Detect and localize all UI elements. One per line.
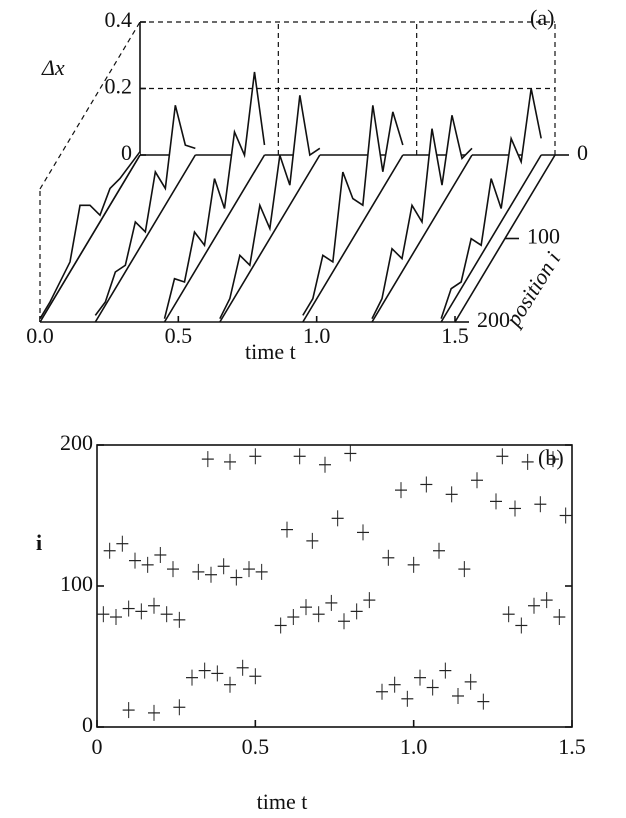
box-edge — [39, 21, 141, 190]
slice-base — [39, 154, 141, 323]
slice-base — [163, 154, 266, 323]
slice-base — [219, 154, 321, 323]
y-tick-label: 0 — [82, 712, 93, 737]
slice-fill — [95, 105, 196, 323]
x-tick-label: 0 — [92, 734, 103, 759]
x-axis-label: time t — [257, 789, 308, 814]
slice-base — [302, 154, 404, 323]
slice-fill — [372, 115, 472, 322]
y-axis-label: Δx — [41, 55, 65, 80]
slice-base — [371, 154, 473, 323]
x-tick-label: 0.5 — [165, 323, 193, 348]
panel-label: (b) — [538, 445, 564, 470]
slice-line — [94, 105, 196, 316]
x-tick-label: 1.5 — [441, 323, 469, 348]
y-tick-label: 100 — [60, 571, 93, 596]
y-tick-label: 0.2 — [105, 74, 133, 99]
x-tick-label: 1.0 — [400, 734, 428, 759]
x-tick-label: 0.0 — [26, 323, 54, 348]
x-tick-label: 1.0 — [303, 323, 331, 348]
slice-fill — [302, 105, 403, 322]
y-axis-label: i — [36, 530, 42, 555]
x-axis-label: time t — [245, 339, 296, 364]
slice-line — [163, 71, 266, 319]
panel-label: (a) — [530, 5, 554, 30]
x-tick-label: 1.5 — [558, 734, 586, 759]
slice-base — [94, 154, 197, 323]
y-tick-label: 0.4 — [105, 7, 133, 32]
z-tick-label: 0 — [577, 140, 588, 165]
x-tick-label: 0.5 — [242, 734, 270, 759]
slice-line — [302, 105, 404, 316]
z-tick-label: 200 — [477, 307, 510, 332]
slice-base — [440, 154, 542, 323]
slice-line — [219, 95, 321, 320]
y-tick-label: 200 — [60, 430, 93, 455]
slice-fill — [219, 95, 320, 322]
z-tick-label: 100 — [527, 224, 560, 249]
y-tick-label: 0 — [121, 140, 132, 165]
slice-line — [440, 88, 542, 319]
slice-line — [371, 115, 473, 320]
slice-line — [39, 151, 141, 320]
plot-frame — [96, 444, 573, 728]
